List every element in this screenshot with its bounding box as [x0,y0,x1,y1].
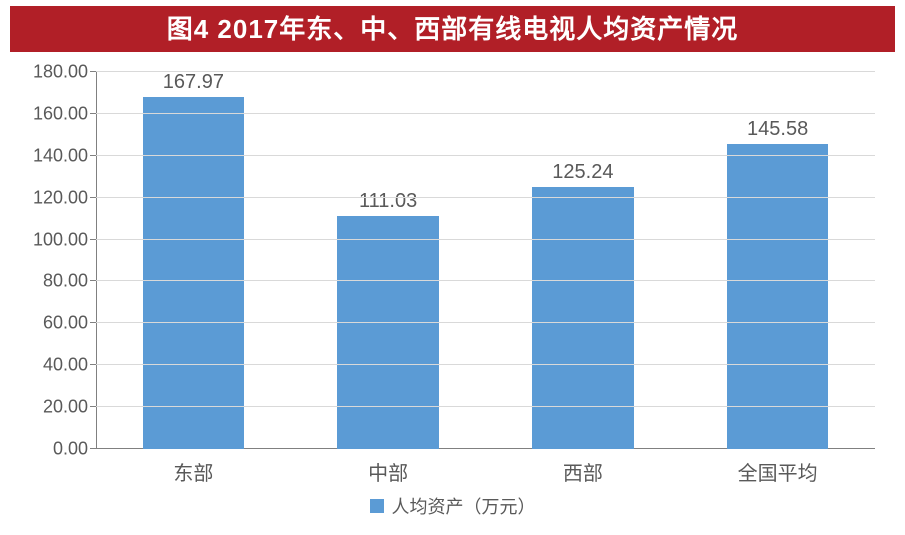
y-tick-mark [90,280,96,281]
y-tick-label: 140.00 [33,145,96,166]
y-tick-label: 80.00 [43,271,96,292]
bar-value-label: 167.97 [163,71,224,94]
bar-value-label: 125.24 [552,161,613,184]
gridline [96,239,875,240]
bar-slot: 111.03中部 [291,72,486,449]
y-tick-label: 40.00 [43,355,96,376]
legend: 人均资产（万元） [10,493,895,519]
y-tick-mark [90,239,96,240]
y-tick-label: 100.00 [33,229,96,250]
x-tick-label: 西部 [563,457,603,486]
y-tick-mark [90,322,96,323]
x-tick-label: 东部 [173,457,213,486]
bar: 145.58 [727,144,828,449]
y-tick-mark [90,364,96,365]
legend-swatch [370,499,384,513]
x-tick-label: 中部 [368,457,408,486]
chart-area: 167.97东部111.03中部125.24西部145.58全国平均 0.002… [10,72,895,525]
y-tick-mark [90,197,96,198]
bar: 125.24 [532,187,633,449]
y-tick-label: 60.00 [43,313,96,334]
bar-slot: 145.58全国平均 [680,72,875,449]
gridline [96,406,875,407]
y-tick-mark [90,448,96,449]
chart-title-bar: 图4 2017年东、中、西部有线电视人均资产情况 [10,6,895,52]
plot-area: 167.97东部111.03中部125.24西部145.58全国平均 0.002… [96,72,875,449]
gridline [96,71,875,72]
bar-value-label: 111.03 [359,190,417,213]
legend-label: 人均资产（万元） [392,493,536,519]
x-tick-label: 全国平均 [738,457,818,486]
gridline [96,280,875,281]
bar-slot: 125.24西部 [486,72,681,449]
bar-slot: 167.97东部 [96,72,291,449]
y-tick-mark [90,113,96,114]
gridline [96,155,875,156]
bar-value-label: 145.58 [747,118,808,141]
gridline [96,197,875,198]
bar: 167.97 [143,97,244,449]
gridline [96,113,875,114]
gridline [96,322,875,323]
bar: 111.03 [337,216,438,449]
y-tick-mark [90,406,96,407]
y-tick-label: 160.00 [33,103,96,124]
bars-group: 167.97东部111.03中部125.24西部145.58全国平均 [96,72,875,449]
y-tick-label: 0.00 [53,439,96,460]
y-tick-label: 20.00 [43,397,96,418]
y-tick-label: 120.00 [33,187,96,208]
y-tick-mark [90,155,96,156]
legend-item: 人均资产（万元） [370,493,536,519]
chart-title-text: 图4 2017年东、中、西部有线电视人均资产情况 [167,14,739,44]
gridline [96,364,875,365]
y-tick-mark [90,71,96,72]
y-tick-label: 180.00 [33,62,96,83]
chart-container: 图4 2017年东、中、西部有线电视人均资产情况 167.97东部111.03中… [0,0,905,535]
